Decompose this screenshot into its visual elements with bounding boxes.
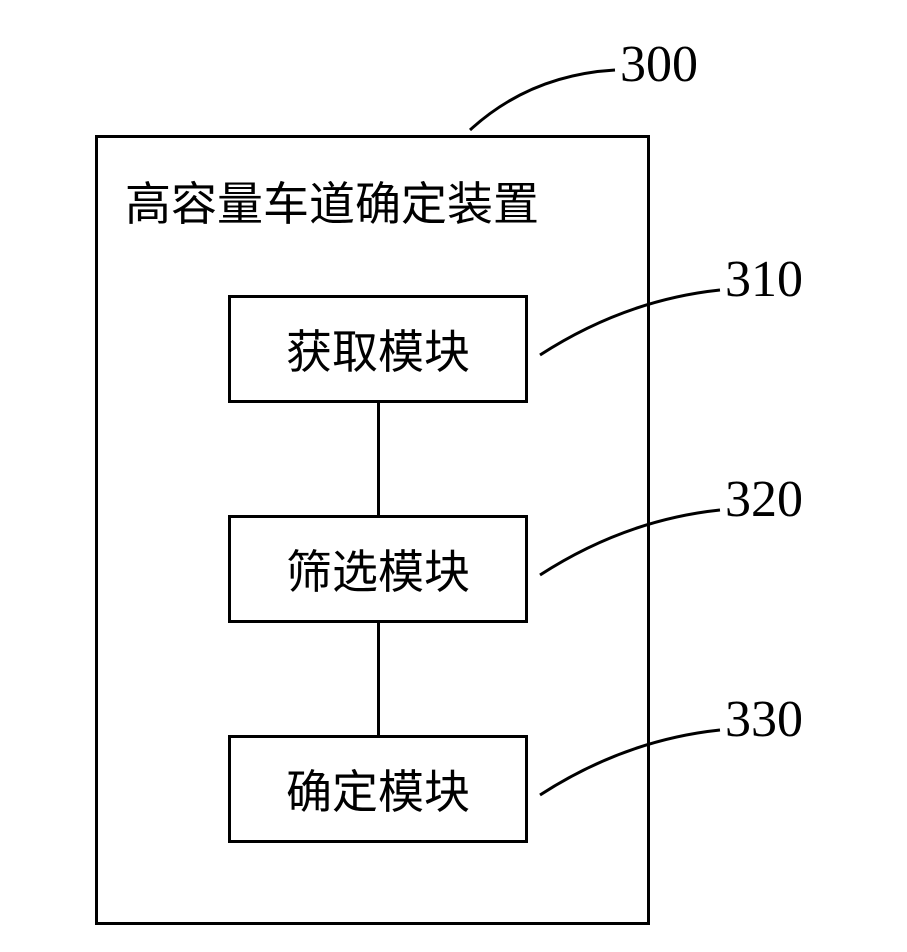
leader-330	[0, 0, 907, 952]
block-diagram: 高容量车道确定装置 获取模块 筛选模块 确定模块 300 310 320 330	[0, 0, 907, 952]
